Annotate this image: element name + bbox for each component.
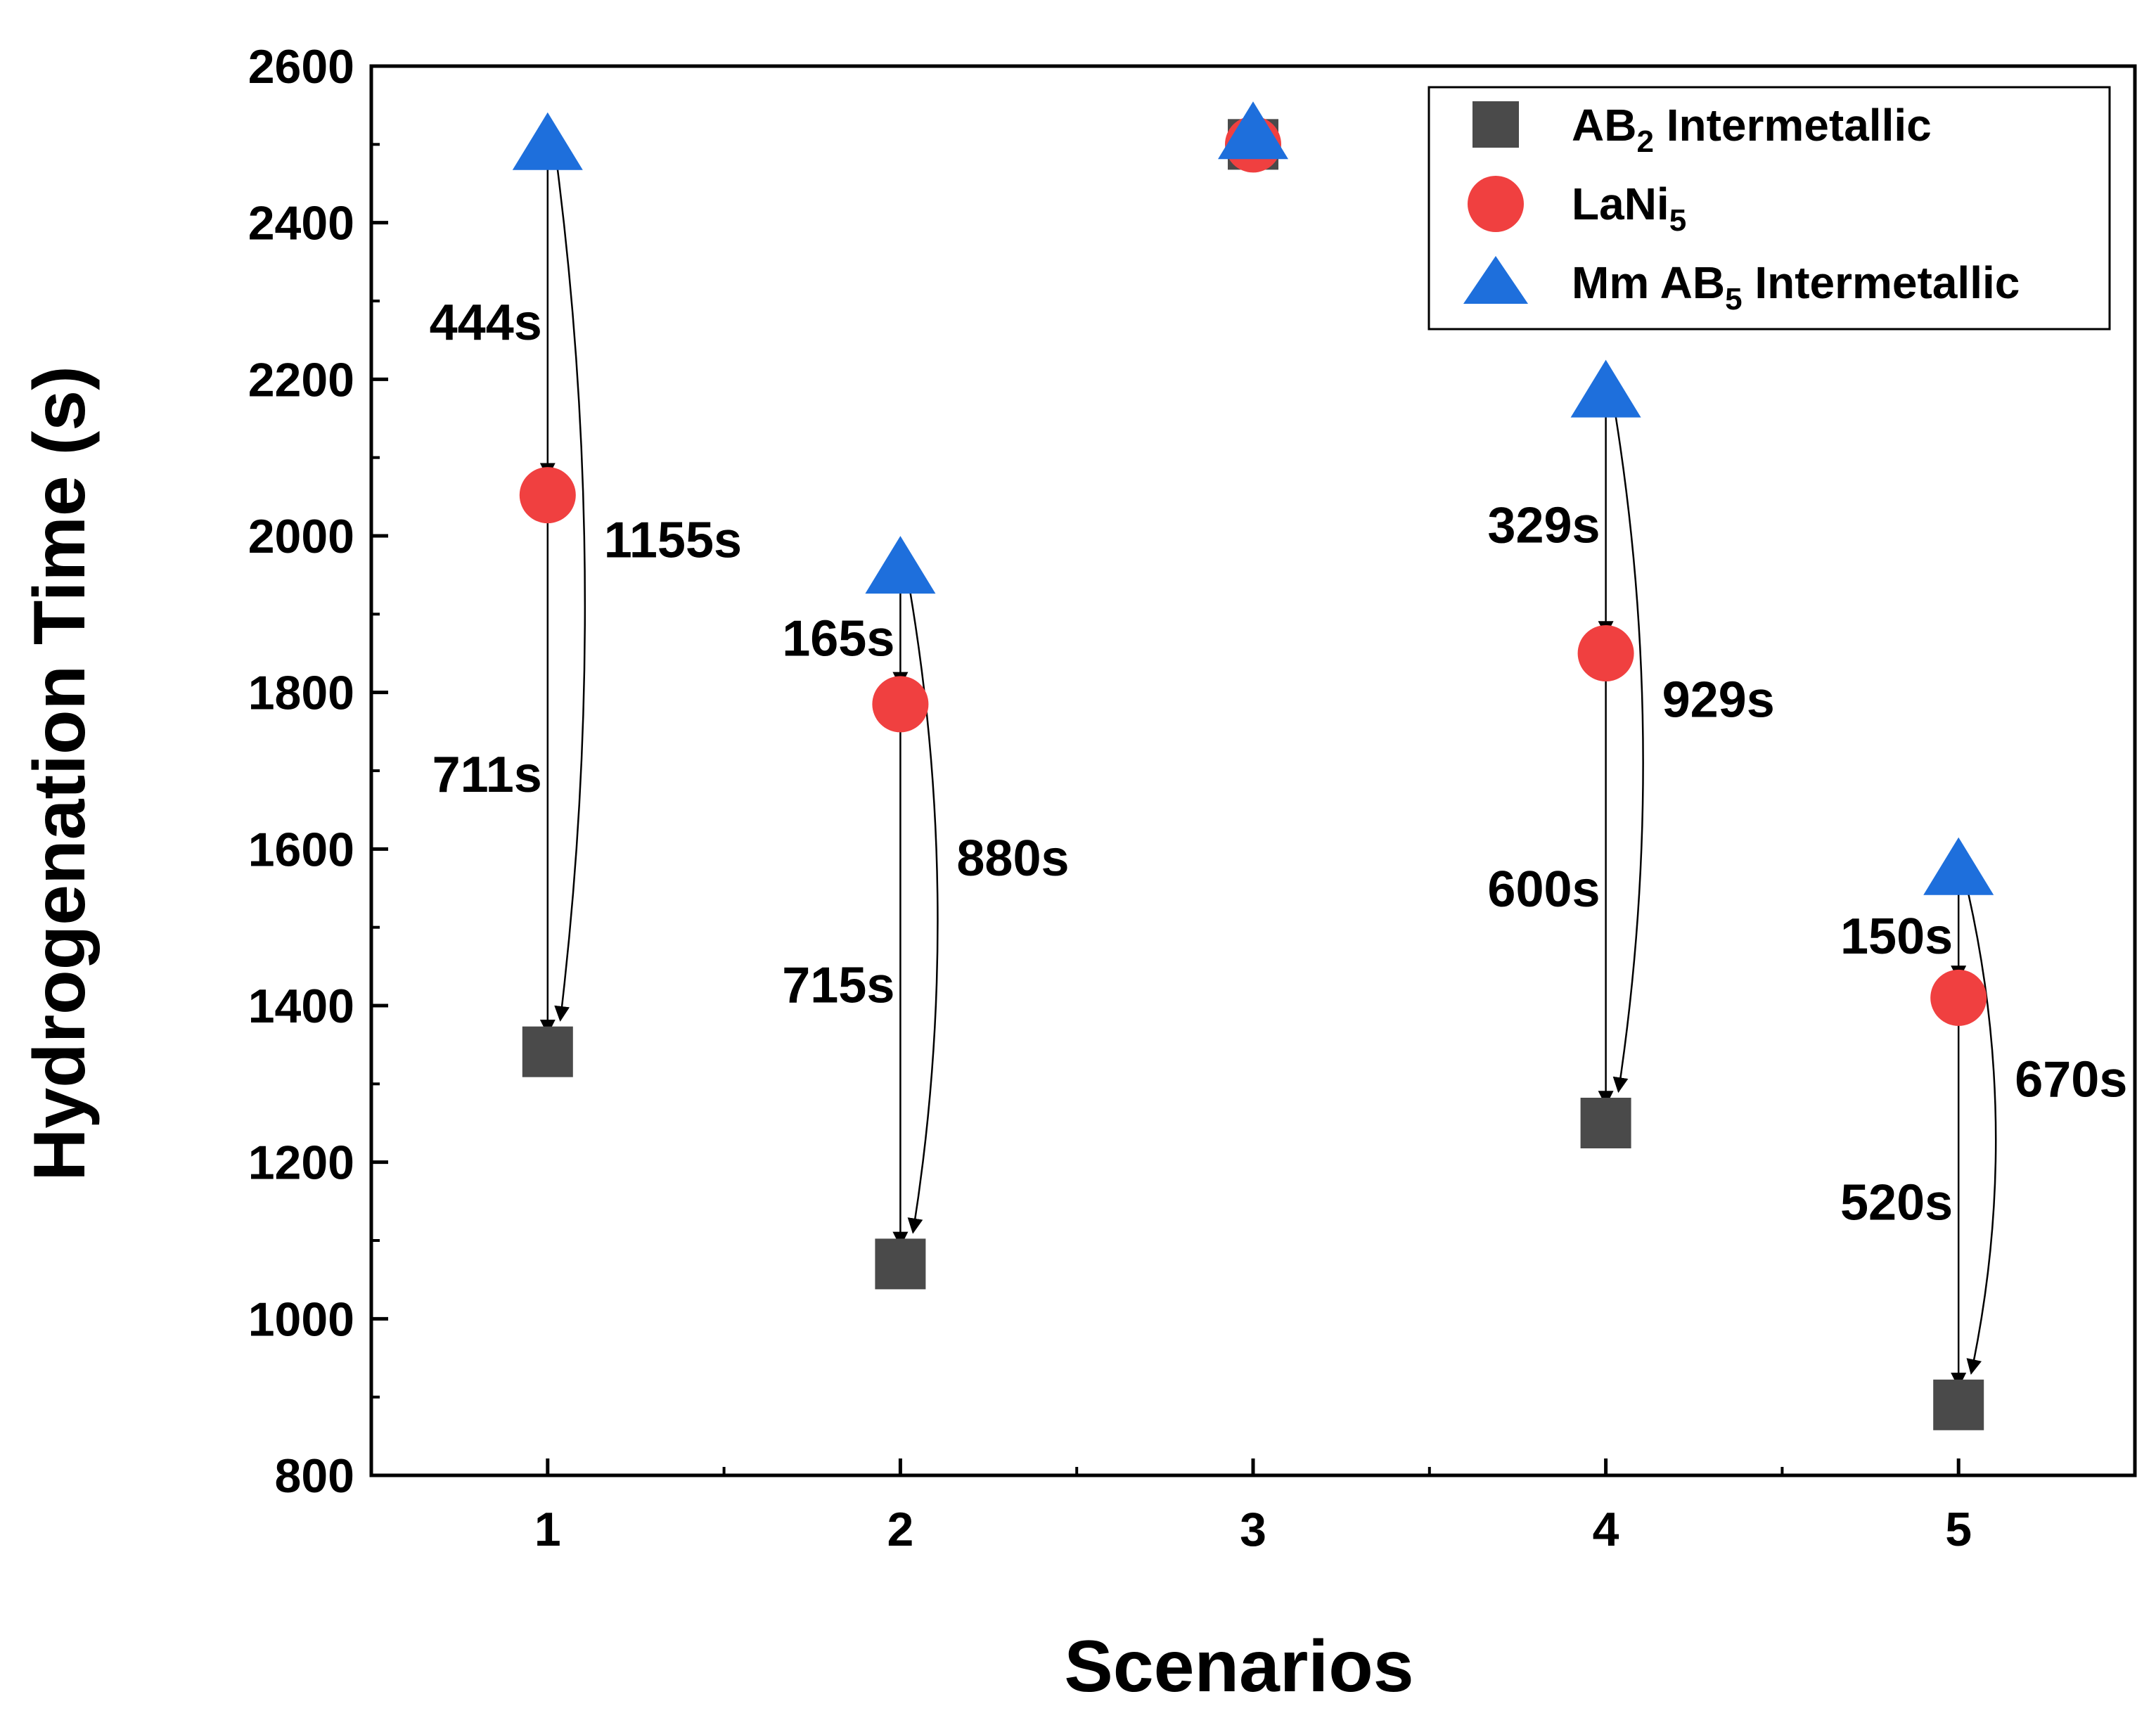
y-tick-label: 1400: [248, 980, 354, 1033]
x-tick-label: 1: [534, 1503, 561, 1556]
y-tick-label: 2600: [248, 40, 354, 94]
lani5-circle-marker: [1930, 969, 1987, 1026]
annotation-label: 150s: [1840, 909, 1953, 965]
annotation-label: 1155s: [604, 513, 742, 569]
y-tick-label: 1000: [248, 1293, 354, 1346]
y-tick-label: 2400: [248, 197, 354, 250]
mmab5-triangle-marker: [1570, 359, 1641, 418]
annotation-arrow-total: [1966, 893, 1997, 1375]
legend-label-lani5: LaNi5: [1572, 179, 1686, 238]
y-tick-label: 1600: [248, 823, 354, 876]
annotation-label: 165s: [782, 611, 894, 667]
ab2-square-marker: [522, 1026, 573, 1077]
legend-label-mmab5: Mm AB5 Intermetallic: [1572, 257, 2020, 316]
y-axis-title: Hydrogenation Time (s): [19, 366, 101, 1181]
annotation-label: 520s: [1840, 1174, 1953, 1231]
x-tick-label: 5: [1945, 1503, 1972, 1556]
annotation-label: 715s: [782, 957, 894, 1013]
lani5-circle-marker: [519, 467, 576, 524]
x-tick-label: 3: [1240, 1503, 1266, 1556]
lani5-circle-marker: [872, 676, 929, 733]
legend-marker-ab2: [1472, 101, 1519, 148]
legend-marker-lani5: [1468, 176, 1524, 232]
ab2-square-marker: [1933, 1379, 1984, 1430]
lani5-circle-marker: [1577, 625, 1634, 681]
annotation-label: 600s: [1487, 861, 1600, 918]
legend-marker-mmab5: [1463, 256, 1528, 304]
x-axis: 1 2 3 4 5: [370, 1458, 2136, 1556]
annotation-label: 444s: [430, 295, 542, 351]
mmab5-triangle-marker: [1218, 101, 1288, 160]
x-tick-label: 2: [887, 1503, 913, 1556]
ab2-square-marker: [1580, 1098, 1631, 1148]
annotation-label: 329s: [1487, 497, 1600, 553]
annotation-labels: 444s 711s 1155s 165s 715s 880s 329s 600s 929s 150…: [430, 295, 2128, 1231]
y-tick-label: 1200: [248, 1136, 354, 1190]
annotation-arrow-total: [554, 168, 586, 1022]
annotation-arrow-total: [907, 591, 939, 1234]
annotation-arrows: [539, 168, 1997, 1389]
y-axis: 800 1000 1200 1400 1600 1800 2000 2200 2400 2600: [248, 40, 388, 1503]
annotation-label: 880s: [956, 831, 1069, 887]
ab2-square-marker: [875, 1238, 926, 1290]
legend-label-ab2: AB2 Intermetallic: [1572, 100, 1932, 159]
legend-box: [1427, 86, 2111, 331]
mmab5-triangle-marker: [1923, 837, 1994, 895]
mmab5-triangle-marker: [865, 536, 936, 594]
annotation-label: 670s: [2015, 1051, 2127, 1108]
y-tick-label: 2000: [248, 510, 354, 563]
x-axis-title: Scenarios: [1064, 1626, 1413, 1707]
mmab5-triangle-marker: [512, 112, 583, 170]
annotation-arrow-total: [1612, 416, 1644, 1094]
data-markers: [512, 101, 1994, 1430]
legend: AB2 Intermetallic LaNi5 Mm AB5 Intermeta…: [1427, 86, 2111, 331]
y-tick-label: 2200: [248, 353, 354, 406]
annotation-label: 711s: [432, 747, 542, 803]
x-tick-label: 4: [1593, 1503, 1619, 1556]
y-tick-label: 1800: [248, 667, 354, 720]
y-tick-label: 800: [275, 1449, 354, 1503]
annotation-label: 929s: [1662, 672, 1775, 728]
